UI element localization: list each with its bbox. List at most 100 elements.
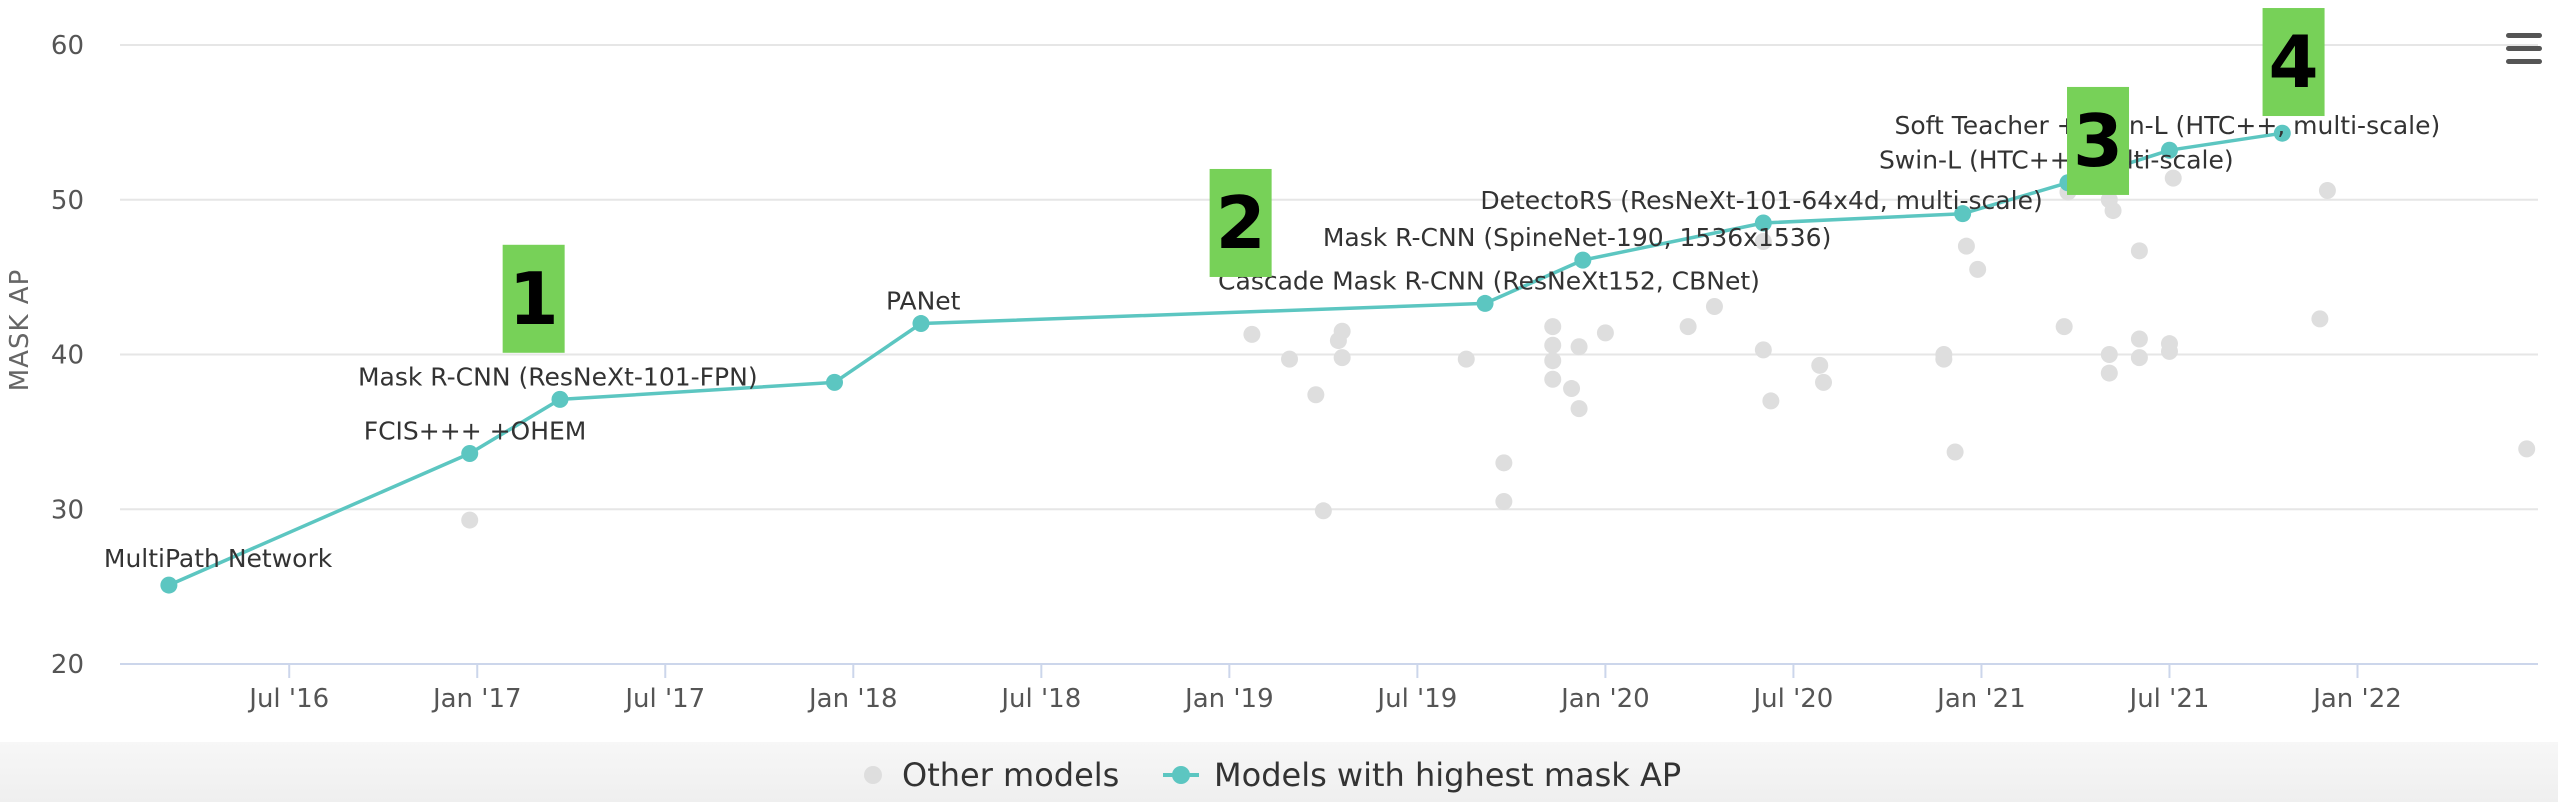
model-labels: MultiPath Network FCIS+++ +OHEM Mask R-CNN… — [104, 111, 2440, 573]
annotation-badge-4 — [2262, 8, 2325, 117]
legend-best-label[interactable]: Models with highest mask AP — [1214, 756, 1681, 794]
other-model-point — [2100, 364, 2118, 382]
y-tick-label: 60 — [51, 31, 84, 61]
hamburger-menu-icon[interactable] — [2504, 30, 2544, 70]
x-tick-label: Jul '16 — [247, 684, 329, 714]
legend-best-marker[interactable] — [1172, 766, 1190, 784]
annotation-number: 1 — [509, 257, 559, 341]
x-tick-label: Jan '22 — [2311, 684, 2402, 714]
y-tick-label: 30 — [51, 495, 84, 525]
other-model-point — [1314, 502, 1332, 520]
other-model-point — [1544, 336, 1562, 354]
numbered-annotations: 1 2 3 4 — [502, 8, 2325, 353]
other-model-point — [1333, 322, 1351, 340]
other-model-point — [2164, 169, 2182, 187]
other-model-point — [1544, 370, 1562, 388]
x-tick-label: Jan '17 — [431, 684, 522, 714]
other-model-point — [1544, 318, 1562, 336]
other-model-point — [1957, 237, 1975, 255]
x-tick-label: Jul '18 — [999, 684, 1081, 714]
other-model-point — [2318, 181, 2336, 199]
x-tick-label: Jan '18 — [807, 684, 898, 714]
y-axis-tick-labels: 20 30 40 50 60 — [51, 31, 84, 680]
x-tick-label: Jan '19 — [1183, 684, 1274, 714]
x-tick-label: Jul '20 — [1751, 684, 1833, 714]
x-axis-tick-labels: Jul '16 Jan '17 Jul '17 Jan '18 Jul '18 Jan '… — [247, 684, 2402, 714]
other-model-point — [1307, 386, 1325, 404]
other-model-point — [1495, 493, 1513, 511]
best-model-point — [2273, 124, 2291, 142]
y-tick-label: 20 — [51, 650, 84, 680]
other-model-point — [1935, 350, 1953, 368]
annotation-badge-3 — [2067, 86, 2130, 195]
best-model-point — [1954, 205, 1972, 223]
other-model-point — [1754, 233, 1772, 251]
legend-background-bar — [0, 742, 2558, 802]
best-model-point — [1476, 294, 1494, 312]
other-model-point — [2055, 318, 2073, 336]
legend-other-marker[interactable] — [864, 766, 882, 784]
annotation-number: 2 — [1216, 181, 1266, 265]
y-tick-label: 50 — [51, 186, 84, 216]
x-axis — [120, 663, 2538, 678]
other-model-point — [1570, 400, 1588, 418]
other-model-point — [1762, 392, 1780, 410]
grid-lines — [120, 44, 2538, 511]
best-model-point — [461, 445, 479, 463]
annotation-badge-1 — [502, 244, 565, 353]
other-model-point — [1281, 350, 1299, 368]
other-model-point — [1705, 298, 1723, 316]
legend-other-label[interactable]: Other models — [902, 756, 1119, 794]
best-model-point — [1574, 251, 1592, 269]
model-label: DetectoRS (ResNeXt-101-64x4d, multi-scal… — [1480, 186, 2042, 215]
model-label: Soft Teacher + Swin-L (HTC++, multi-scal… — [1894, 111, 2440, 140]
other-model-point — [2104, 202, 2122, 220]
model-label: FCIS+++ +OHEM — [364, 417, 587, 446]
other-model-point — [1969, 260, 1987, 278]
other-model-point — [2130, 242, 2148, 260]
other-model-point — [1570, 338, 1588, 356]
x-tick-label: Jul '19 — [1375, 684, 1457, 714]
other-model-point — [1457, 350, 1475, 368]
x-tick-label: Jul '21 — [2128, 684, 2210, 714]
best-model-point — [551, 390, 569, 408]
legend: Other models Models with highest mask AP — [864, 756, 1681, 794]
other-model-point — [2130, 349, 2148, 367]
best-model-point — [160, 576, 178, 594]
model-label: Cascade Mask R-CNN (ResNeXt152, CBNet) — [1218, 266, 1760, 295]
other-model-point — [1563, 380, 1581, 398]
x-tick-label: Jan '20 — [1559, 684, 1650, 714]
other-model-point — [1544, 352, 1562, 370]
annotation-number: 4 — [2269, 20, 2319, 104]
other-model-point — [1946, 443, 1964, 461]
other-model-point — [2130, 330, 2148, 348]
other-model-point — [461, 511, 479, 529]
annotation-badge-2 — [1209, 168, 1272, 277]
other-model-point — [1333, 349, 1351, 367]
other-model-point — [1754, 341, 1772, 359]
other-model-point — [1243, 325, 1261, 343]
model-label: Swin-L (HTC++, multi-scale) — [1879, 146, 2234, 175]
other-model-point — [1811, 356, 1829, 374]
x-tick-label: Jan '21 — [1935, 684, 2026, 714]
annotation-number: 3 — [2073, 99, 2123, 183]
model-label: MultiPath Network — [104, 544, 333, 573]
best-model-point — [912, 315, 930, 333]
other-model-point — [2311, 310, 2329, 328]
other-model-point — [1815, 373, 1833, 391]
model-label: Mask R-CNN (ResNeXt-101-FPN) — [358, 362, 758, 391]
model-label: PANet — [886, 287, 961, 316]
best-model-point — [2160, 141, 2178, 159]
other-models-series — [461, 169, 2536, 529]
best-model-point — [825, 373, 843, 391]
other-model-point — [2518, 440, 2536, 458]
y-axis-title: MASK AP — [5, 269, 35, 392]
other-model-point — [1495, 454, 1513, 472]
best-model-point — [1754, 214, 1772, 232]
other-model-point — [1679, 318, 1697, 336]
x-tick-label: Jul '17 — [623, 684, 705, 714]
other-model-point — [2100, 346, 2118, 363]
y-tick-label: 40 — [51, 341, 84, 371]
